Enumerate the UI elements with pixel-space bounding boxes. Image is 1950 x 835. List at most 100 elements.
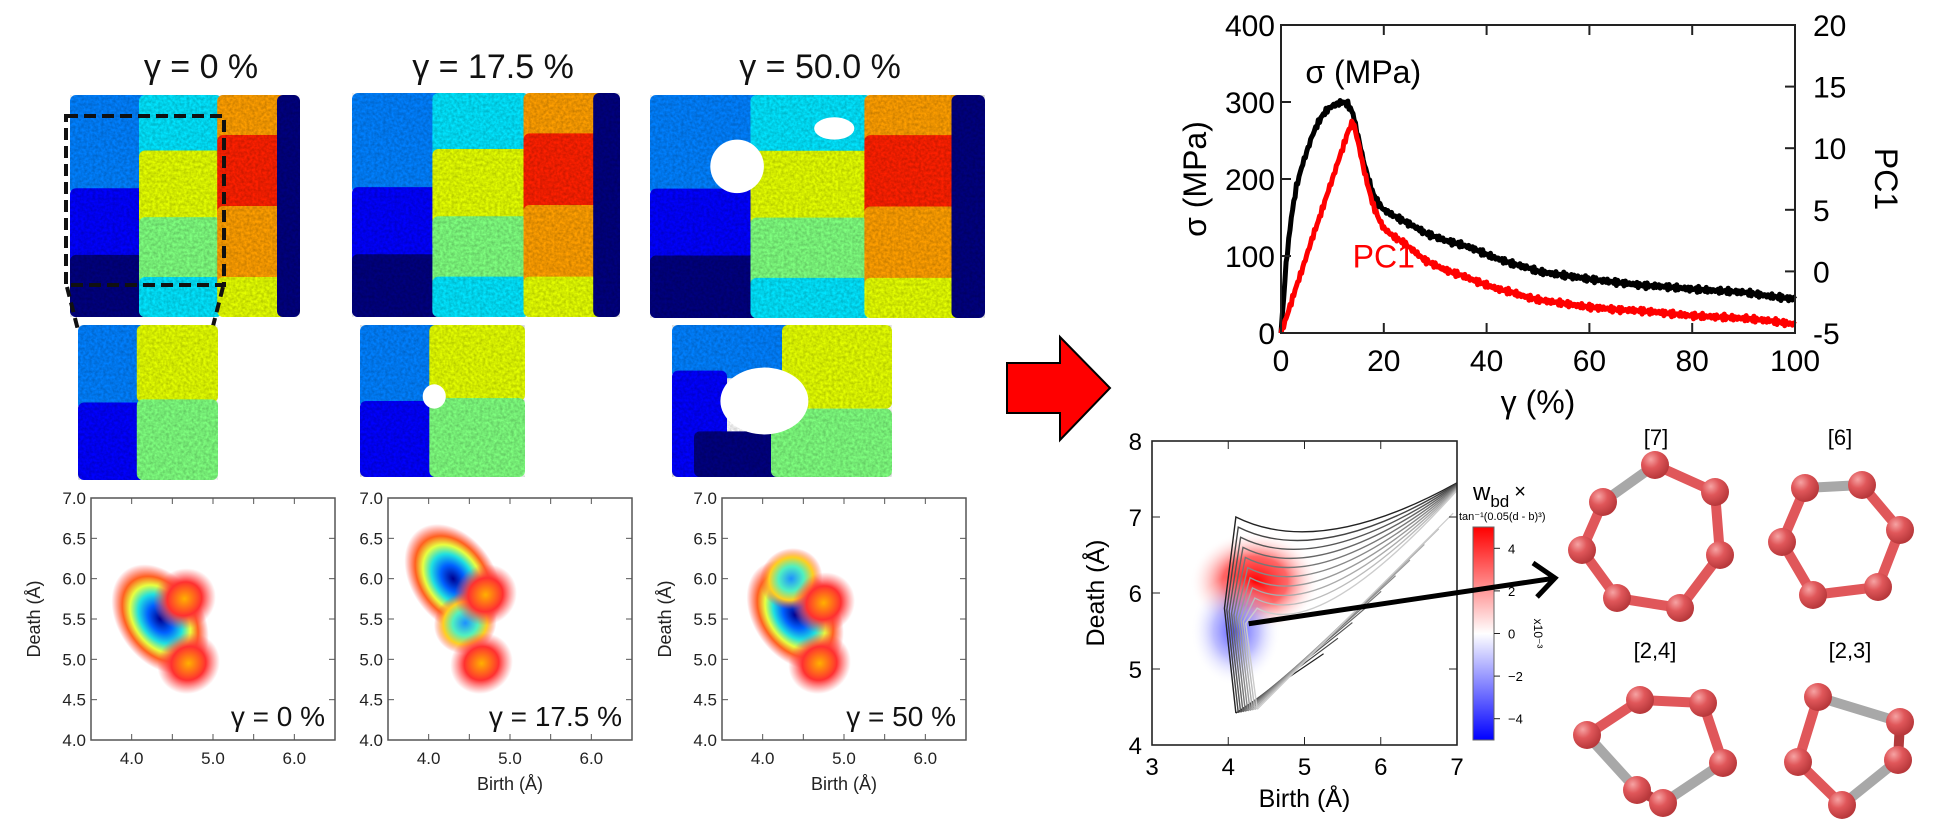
polymer-texture bbox=[352, 93, 620, 317]
atom bbox=[1709, 749, 1737, 777]
colorbar-title: wbd × bbox=[1472, 479, 1526, 511]
density-cluster bbox=[153, 568, 216, 630]
stress-strain-chart: 0 20 40 60 80 100 0 100 200 300 400 -5 0 5 10 15 20 γ (%)… bbox=[1180, 10, 1904, 420]
x-tick-label: 4.0 bbox=[751, 749, 775, 768]
y-tick-label: 5 bbox=[1129, 657, 1142, 684]
atom bbox=[1804, 683, 1832, 711]
ring-2-4-molecule bbox=[1573, 686, 1737, 817]
void bbox=[710, 139, 764, 194]
y-tick-label: 5.5 bbox=[359, 610, 383, 629]
density-cluster bbox=[454, 564, 517, 626]
ring-label-7: [7] bbox=[1644, 425, 1668, 450]
x-tick-label: 4 bbox=[1222, 754, 1235, 781]
stress-annotation: σ (MPa) bbox=[1305, 54, 1421, 90]
density-contour bbox=[1242, 489, 1458, 710]
persistence-diagram-gamma-0: 4.0 4.5 5.0 5.5 6.0 6.5 7.0 4.0 5.0 6.0 Death (Å) γ… bbox=[24, 489, 336, 768]
polymer-render bbox=[650, 95, 985, 318]
atom bbox=[1641, 451, 1669, 479]
ring-label-6: [6] bbox=[1828, 425, 1852, 450]
polymer-render bbox=[78, 325, 218, 480]
y-tick-label: 400 bbox=[1225, 10, 1275, 43]
x-tick-label: 4.0 bbox=[417, 749, 441, 768]
atom bbox=[1768, 528, 1796, 556]
x-tick-label: 20 bbox=[1367, 345, 1400, 378]
strain-label: γ = 0 % bbox=[231, 701, 325, 732]
density-cluster bbox=[450, 632, 513, 695]
atom bbox=[1864, 573, 1892, 601]
void bbox=[422, 384, 446, 409]
x-tick-label: 5.0 bbox=[201, 749, 225, 768]
atom bbox=[1828, 791, 1856, 819]
x-axis-label: Birth (Å) bbox=[477, 774, 543, 794]
atom bbox=[1784, 748, 1812, 776]
polymer-render bbox=[360, 325, 525, 477]
density-contour bbox=[1235, 486, 1458, 712]
density-contour bbox=[1223, 482, 1458, 714]
density-contour bbox=[1256, 512, 1454, 710]
pc1-series-line bbox=[1278, 118, 1797, 334]
atom bbox=[1626, 686, 1654, 714]
y-tick-label: 6.0 bbox=[693, 570, 717, 589]
colorbar-tick-label: −2 bbox=[1508, 669, 1523, 684]
y-tick-label: 5.5 bbox=[693, 610, 717, 629]
density-contour bbox=[1230, 484, 1458, 712]
x-tick-label: 7 bbox=[1450, 754, 1463, 781]
y-tick-label: 7 bbox=[1129, 505, 1142, 532]
y-tick-label: 4.0 bbox=[693, 731, 717, 750]
y2-tick-label: 10 bbox=[1813, 133, 1846, 166]
x-tick-label: 6.0 bbox=[283, 749, 307, 768]
density-contour bbox=[1228, 483, 1458, 713]
colorbar-tick-label: 2 bbox=[1508, 584, 1515, 599]
atom bbox=[1791, 474, 1819, 502]
atom bbox=[1649, 789, 1677, 817]
atom bbox=[1706, 541, 1734, 569]
void bbox=[814, 117, 855, 140]
strain-title-50: γ = 50.0 % bbox=[739, 48, 901, 86]
atom bbox=[1689, 689, 1717, 717]
zoom-region-rect bbox=[64, 114, 226, 287]
y-tick-label: 7.0 bbox=[693, 489, 717, 508]
atom bbox=[1666, 594, 1694, 622]
x-tick-label: 100 bbox=[1770, 345, 1820, 378]
ring-6-molecule bbox=[1768, 471, 1914, 609]
atom bbox=[1848, 471, 1876, 499]
y-tick-label: 6 bbox=[1129, 581, 1142, 608]
colorbar bbox=[1472, 526, 1495, 741]
y-tick-label: 4.5 bbox=[359, 691, 383, 710]
y-tick-label: 4.0 bbox=[359, 731, 383, 750]
y2-tick-label: 0 bbox=[1813, 256, 1830, 289]
y-axis-label: Death (Å) bbox=[655, 580, 675, 657]
density-contour bbox=[1245, 489, 1458, 710]
x-tick-label: 6 bbox=[1374, 754, 1387, 781]
zoom-line-right bbox=[210, 286, 225, 331]
x-tick-label: 0 bbox=[1273, 345, 1290, 378]
zoom-line-left bbox=[65, 286, 80, 331]
strain-label: γ = 50 % bbox=[846, 701, 956, 732]
y-tick-label: 7.0 bbox=[62, 489, 86, 508]
y-tick-label: 4.0 bbox=[62, 731, 86, 750]
y2-tick-label: 5 bbox=[1813, 195, 1830, 228]
density-contour bbox=[1240, 488, 1458, 711]
y-tick-label: 6.5 bbox=[62, 529, 86, 548]
ring-label-2-3: [2,3] bbox=[1829, 638, 1872, 663]
atom bbox=[1799, 581, 1827, 609]
colorbar-scale-label: x10⁻³ bbox=[1531, 619, 1545, 649]
persistence-diagram-gamma-17-5: 4.0 4.5 5.0 5.5 6.0 6.5 7.0 4.0 5.0 6.0 Birth (Å) γ… bbox=[359, 489, 633, 794]
x-tick-label: 6.0 bbox=[580, 749, 604, 768]
y-tick-label: 5.0 bbox=[62, 650, 86, 669]
y2-axis-label: PC1 bbox=[1868, 148, 1904, 210]
strain-label: γ = 17.5 % bbox=[489, 701, 622, 732]
strain-title-17-5: γ = 17.5 % bbox=[412, 48, 574, 86]
y-tick-label: 200 bbox=[1225, 164, 1275, 197]
x-axis-label: Birth (Å) bbox=[811, 774, 877, 794]
y-tick-label: 8 bbox=[1129, 429, 1142, 456]
y-tick-label: 0 bbox=[1258, 318, 1275, 351]
y-tick-label: 4 bbox=[1129, 733, 1142, 760]
y-tick-label: 300 bbox=[1225, 87, 1275, 120]
x-axis-label: γ (%) bbox=[1501, 384, 1576, 420]
y-axis-label: Death (Å) bbox=[24, 580, 44, 657]
colorbar-tick-label: −4 bbox=[1508, 712, 1523, 727]
y-tick-label: 7.0 bbox=[359, 489, 383, 508]
local-region-gamma-17-5 bbox=[360, 325, 525, 477]
pointer-arrow-line bbox=[1248, 576, 1552, 627]
